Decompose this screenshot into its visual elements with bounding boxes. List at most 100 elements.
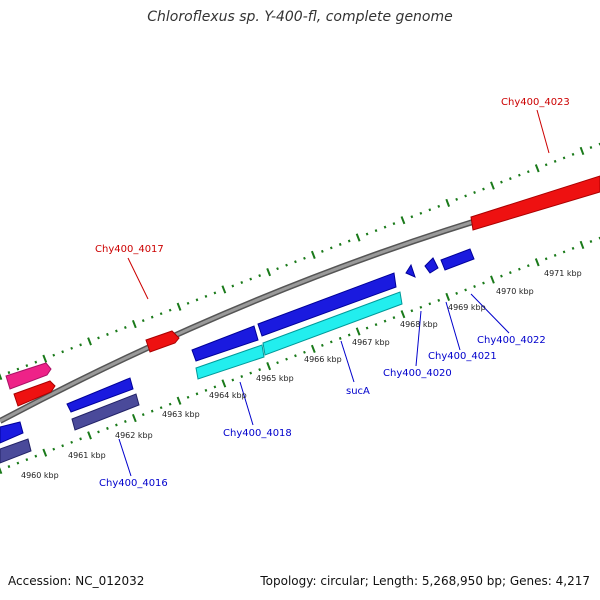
feature-cyan-bar-right[interactable]: [262, 291, 403, 356]
outer-track-minor-tick: [16, 367, 20, 371]
inner-track-minor-tick: [419, 305, 423, 309]
outer-track-minor-tick: [7, 371, 11, 375]
outer-track-minor-tick: [473, 191, 476, 194]
outer-track-minor-tick: [419, 211, 423, 215]
outer-track-major-tick: [579, 146, 585, 156]
inner-track-minor-tick: [517, 267, 521, 271]
gene-label-chy400-4023[interactable]: Chy400_4023: [501, 97, 570, 108]
inner-track-major-tick: [445, 292, 451, 301]
inner-track-minor-tick: [249, 371, 253, 375]
outer-track-minor-tick: [303, 256, 306, 260]
inner-track-major-tick: [534, 258, 540, 267]
feature-slate-bar[interactable]: [71, 393, 140, 431]
scale-label: 4962 kbp: [115, 431, 153, 440]
outer-track-minor-tick: [517, 173, 521, 177]
inner-track-minor-tick: [544, 257, 548, 261]
outer-track-minor-tick: [410, 215, 414, 219]
outer-track-minor-tick: [392, 222, 396, 226]
inner-track-minor-tick: [186, 395, 190, 399]
inner-track-minor-tick: [61, 444, 65, 448]
inner-track-minor-tick: [320, 343, 324, 347]
feature-slate-bar-left[interactable]: [0, 438, 32, 464]
inner-track-minor-tick: [294, 354, 297, 358]
gene-chy400-4018-arrow[interactable]: [191, 325, 259, 362]
inner-track-minor-tick: [70, 440, 74, 444]
outer-track-minor-tick: [437, 204, 441, 208]
outer-track-minor-tick: [338, 242, 342, 246]
scale-label: 4961 kbp: [68, 451, 106, 460]
outer-track-minor-tick: [79, 343, 82, 347]
outer-track-minor-tick: [571, 152, 575, 156]
gene-label-chy400-4017[interactable]: Chy400_4017: [95, 244, 164, 255]
scale-label: 4963 kbp: [162, 410, 200, 419]
scale-label: 4967 kbp: [352, 338, 390, 347]
outer-track-minor-tick: [240, 281, 244, 284]
gene-label-chy400-4016[interactable]: Chy400_4016: [99, 478, 168, 489]
outer-track-minor-tick: [61, 350, 65, 354]
gene-label-chy400-4021[interactable]: Chy400_4021: [428, 351, 497, 362]
inner-track-major-tick: [310, 344, 316, 353]
inner-track-minor-tick: [553, 253, 557, 257]
inner-track-minor-tick: [589, 240, 593, 243]
gene-label-suca[interactable]: sucA: [346, 386, 370, 397]
inner-track-minor-tick: [79, 437, 82, 441]
gene-chy400-4022-arrow[interactable]: [440, 248, 475, 271]
outer-track-minor-tick: [365, 232, 369, 236]
outer-track-major-tick: [0, 373, 3, 381]
outer-track-minor-tick: [97, 336, 100, 340]
gene-suca-arrow[interactable]: [257, 272, 397, 337]
outer-track-major-tick: [131, 319, 137, 329]
inner-track-minor-tick: [258, 368, 262, 372]
outer-track-minor-tick: [52, 353, 56, 357]
inner-track-minor-tick: [473, 285, 476, 288]
outer-track-minor-tick: [34, 360, 38, 364]
gene-pink-arrow[interactable]: [5, 362, 52, 390]
gene-chy400-4017-arrow[interactable]: [145, 330, 180, 353]
inner-track-major-tick: [579, 240, 585, 250]
gene-label-chy400-4020[interactable]: Chy400_4020: [383, 368, 452, 379]
inner-track-minor-tick: [106, 426, 109, 430]
outer-track-minor-tick: [589, 146, 593, 149]
inner-track-minor-tick: [455, 291, 459, 295]
inner-track-minor-tick: [204, 388, 208, 392]
inner-track-major-tick: [0, 467, 3, 475]
outer-track-major-tick: [310, 250, 316, 259]
outer-track-minor-tick: [249, 277, 253, 281]
scale-label: 4969 kbp: [448, 303, 486, 312]
outer-track-minor-tick: [204, 294, 208, 298]
gene-chy400-4021-arrow[interactable]: [424, 257, 439, 274]
gene-left-edge-arrow[interactable]: [0, 421, 24, 444]
gene-label-chy400-4018[interactable]: Chy400_4018: [223, 428, 292, 439]
inner-track-minor-tick: [97, 430, 100, 434]
outer-track-major-tick: [87, 337, 92, 346]
outer-track-minor-tick: [544, 163, 548, 167]
gene-chy400-4020-arrow[interactable]: [405, 263, 416, 278]
inner-track-minor-tick: [562, 250, 566, 254]
inner-track-major-tick: [266, 362, 272, 371]
outer-track-major-tick: [176, 302, 182, 311]
outer-track-major-tick: [42, 354, 48, 363]
scale-label: 4960 kbp: [21, 471, 59, 480]
inner-track-minor-tick: [374, 323, 378, 327]
inner-track-minor-tick: [16, 461, 20, 465]
gene-chy400-4016-arrow[interactable]: [66, 377, 134, 413]
gene-label-chy400-4022[interactable]: Chy400_4022: [477, 335, 546, 346]
leader-chy400-4022: [470, 293, 510, 334]
outer-track-minor-tick: [482, 187, 485, 191]
inner-track-minor-tick: [168, 402, 172, 406]
feature-cyan-bar-left[interactable]: [195, 344, 265, 380]
inner-track-major-tick: [490, 275, 495, 284]
genome-info-text: Topology: circular; Length: 5,268,950 bp…: [260, 574, 590, 588]
scale-label: 4964 kbp: [209, 391, 247, 400]
inner-track-minor-tick: [123, 420, 127, 423]
gene-chy400-4023-arrow[interactable]: [470, 175, 600, 231]
inner-track-minor-tick: [428, 302, 432, 306]
inner-track-minor-tick: [526, 264, 530, 268]
outer-track-minor-tick: [464, 194, 467, 198]
inner-track-minor-tick: [303, 350, 306, 354]
gene-red-small-arrow[interactable]: [13, 380, 56, 407]
inner-track-minor-tick: [25, 458, 29, 462]
inner-track-major-tick: [176, 396, 182, 405]
inner-track-major-tick: [42, 448, 48, 457]
